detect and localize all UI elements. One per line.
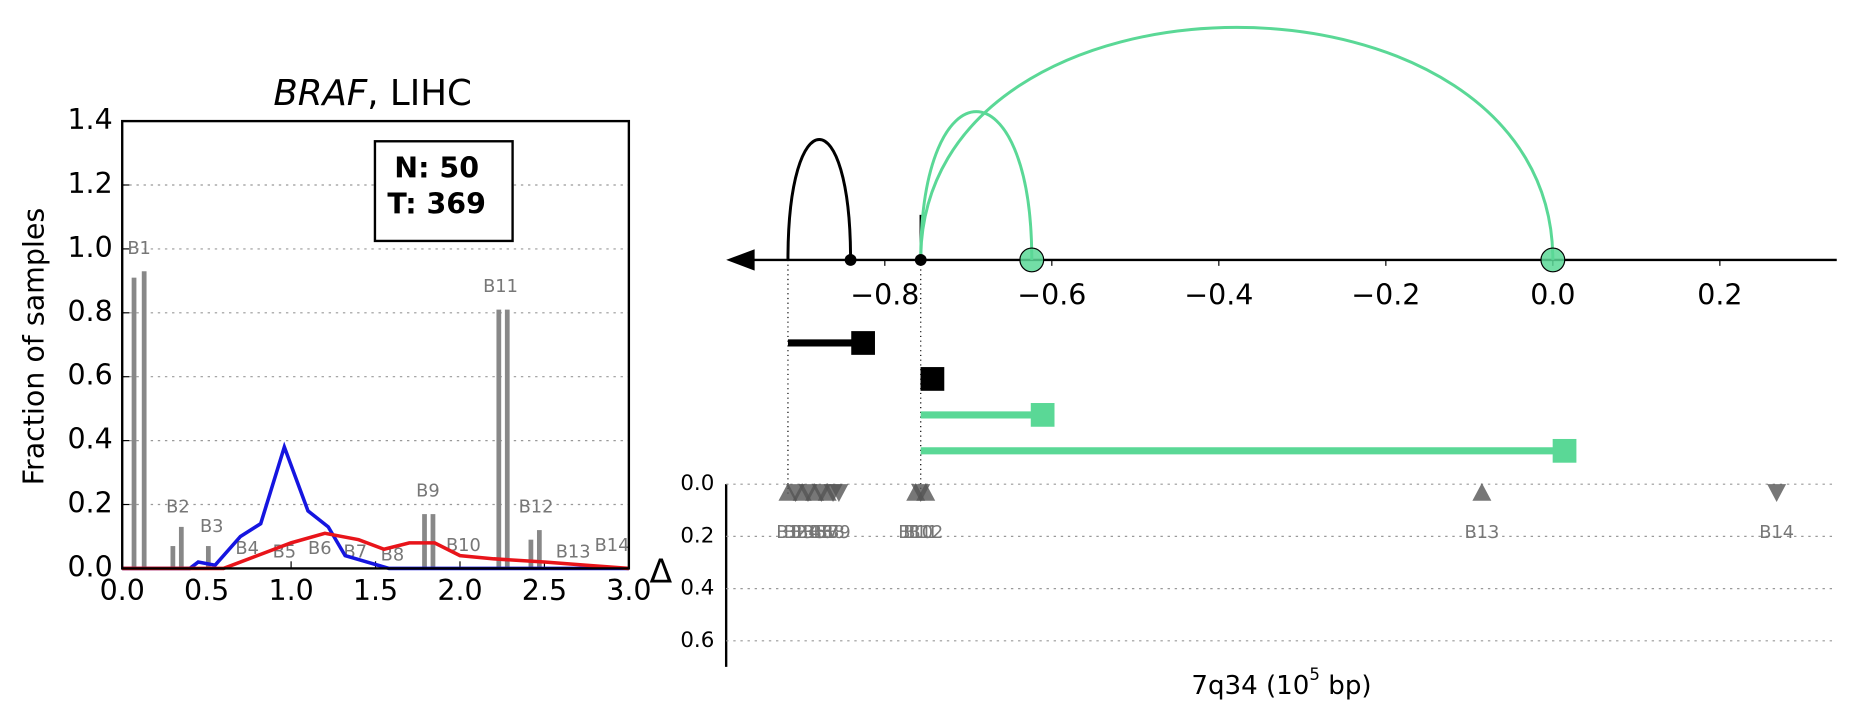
y-tick-label: 0.6 [67, 359, 112, 392]
plot-frame [121, 119, 631, 570]
x-label-part: bp) [1320, 670, 1372, 700]
bar [496, 309, 502, 569]
x-tick-label: −0.6 [1017, 279, 1086, 312]
y-tick-label: 0.0 [67, 550, 112, 583]
link-arc [919, 110, 1034, 260]
delta-label-text: B12 [908, 522, 943, 543]
delta-label-text: B10 [898, 522, 933, 543]
bar-label: B14 [595, 535, 630, 556]
delta-marker [1472, 482, 1492, 501]
bar [141, 271, 147, 569]
bar-label: B9 [416, 481, 440, 502]
x-tick-label: 0.0 [1530, 279, 1575, 312]
chart-title: BRAF, LIHC [273, 73, 471, 114]
delta-label-text: B7 [815, 522, 839, 543]
segment-end [920, 367, 945, 391]
annotation: T: 369 [387, 187, 486, 220]
y-tick-label: 0.6 [680, 628, 714, 653]
breakpoint [914, 253, 927, 266]
bar [170, 546, 176, 569]
bar-label: B13 [556, 541, 591, 562]
bar [205, 546, 211, 569]
y-tick-label: 0.4 [680, 576, 714, 601]
segment-end [1030, 403, 1055, 427]
breakpoint [1540, 247, 1566, 273]
x-tick-label: 1.5 [353, 574, 398, 607]
annotation-box [373, 140, 514, 243]
bar-label: B11 [483, 276, 518, 297]
x-axis-label: 7q34 (105 bp) [1191, 665, 1371, 701]
delta-label: Δ [650, 552, 673, 591]
link-arc [919, 25, 1555, 260]
x-tick-label: 0.2 [1697, 279, 1742, 312]
delta-marker [1767, 484, 1787, 502]
breakpoint [844, 253, 857, 266]
delta-label-text: B11 [903, 522, 938, 543]
segment-end [1552, 438, 1577, 463]
bar-label: B10 [446, 535, 481, 556]
bar-label: B2 [166, 497, 190, 518]
delta-label-text: B5 [803, 522, 827, 543]
x-tick-label: 2.0 [437, 574, 482, 607]
x-tick-label: 0.5 [184, 574, 229, 607]
y-tick-label: 0.2 [680, 523, 714, 548]
axis-arrow [726, 249, 755, 271]
delta-label-text: B2 [784, 522, 808, 543]
y-tick-label: 0.2 [67, 487, 112, 520]
delta-marker [916, 482, 936, 501]
y-tick-label: 1.4 [67, 103, 112, 136]
bar-label: B1 [127, 238, 151, 259]
x-tick-label: 2.5 [522, 574, 567, 607]
x-label-part: 7q34 (10 [1191, 670, 1309, 700]
delta-label-text: B9 [827, 522, 851, 543]
y-tick-label: 0.8 [67, 295, 112, 328]
line [122, 441, 629, 571]
breakpoint [1019, 247, 1045, 273]
delta-label-text: B3 [790, 522, 814, 543]
bar [504, 309, 510, 569]
x-tick-label: 0.0 [100, 574, 145, 607]
y-tick-label: 1.0 [67, 231, 112, 264]
x-label-sup: 5 [1309, 665, 1320, 684]
delta-label-text: B6 [810, 522, 834, 543]
delta-marker [829, 484, 849, 502]
bar [536, 530, 542, 569]
delta-label-text: B4 [796, 522, 820, 543]
bar-label: B4 [235, 538, 259, 559]
delta-label-text: B14 [1759, 522, 1794, 543]
x-tick-label: 1.0 [268, 574, 313, 607]
title-gene: BRAF [273, 73, 367, 114]
bar [131, 277, 137, 569]
title-rest: , LIHC [367, 73, 472, 114]
bar-label: B12 [519, 497, 554, 518]
bar [528, 539, 534, 569]
x-tick-label: −0.2 [1351, 279, 1420, 312]
annotation: N: 50 [394, 152, 479, 185]
x-tick-label: −0.8 [850, 279, 919, 312]
bar [178, 526, 184, 569]
y-tick-label: 0.0 [680, 471, 714, 496]
y-axis-label: Fraction of samples [18, 208, 51, 486]
line [122, 531, 629, 571]
bar-label: B6 [308, 538, 332, 559]
y-tick-label: 1.2 [67, 167, 112, 200]
x-tick-label: 3.0 [606, 574, 651, 607]
x-tick-label: −0.4 [1184, 279, 1253, 312]
bar-label: B3 [200, 516, 224, 537]
y-tick-label: 0.4 [67, 423, 112, 456]
delta-label-text: B1 [776, 522, 800, 543]
segment-end [851, 331, 875, 355]
delta-label-text: B13 [1464, 522, 1499, 543]
link-arc [786, 138, 853, 260]
delta-label-text: B8 [821, 522, 845, 543]
